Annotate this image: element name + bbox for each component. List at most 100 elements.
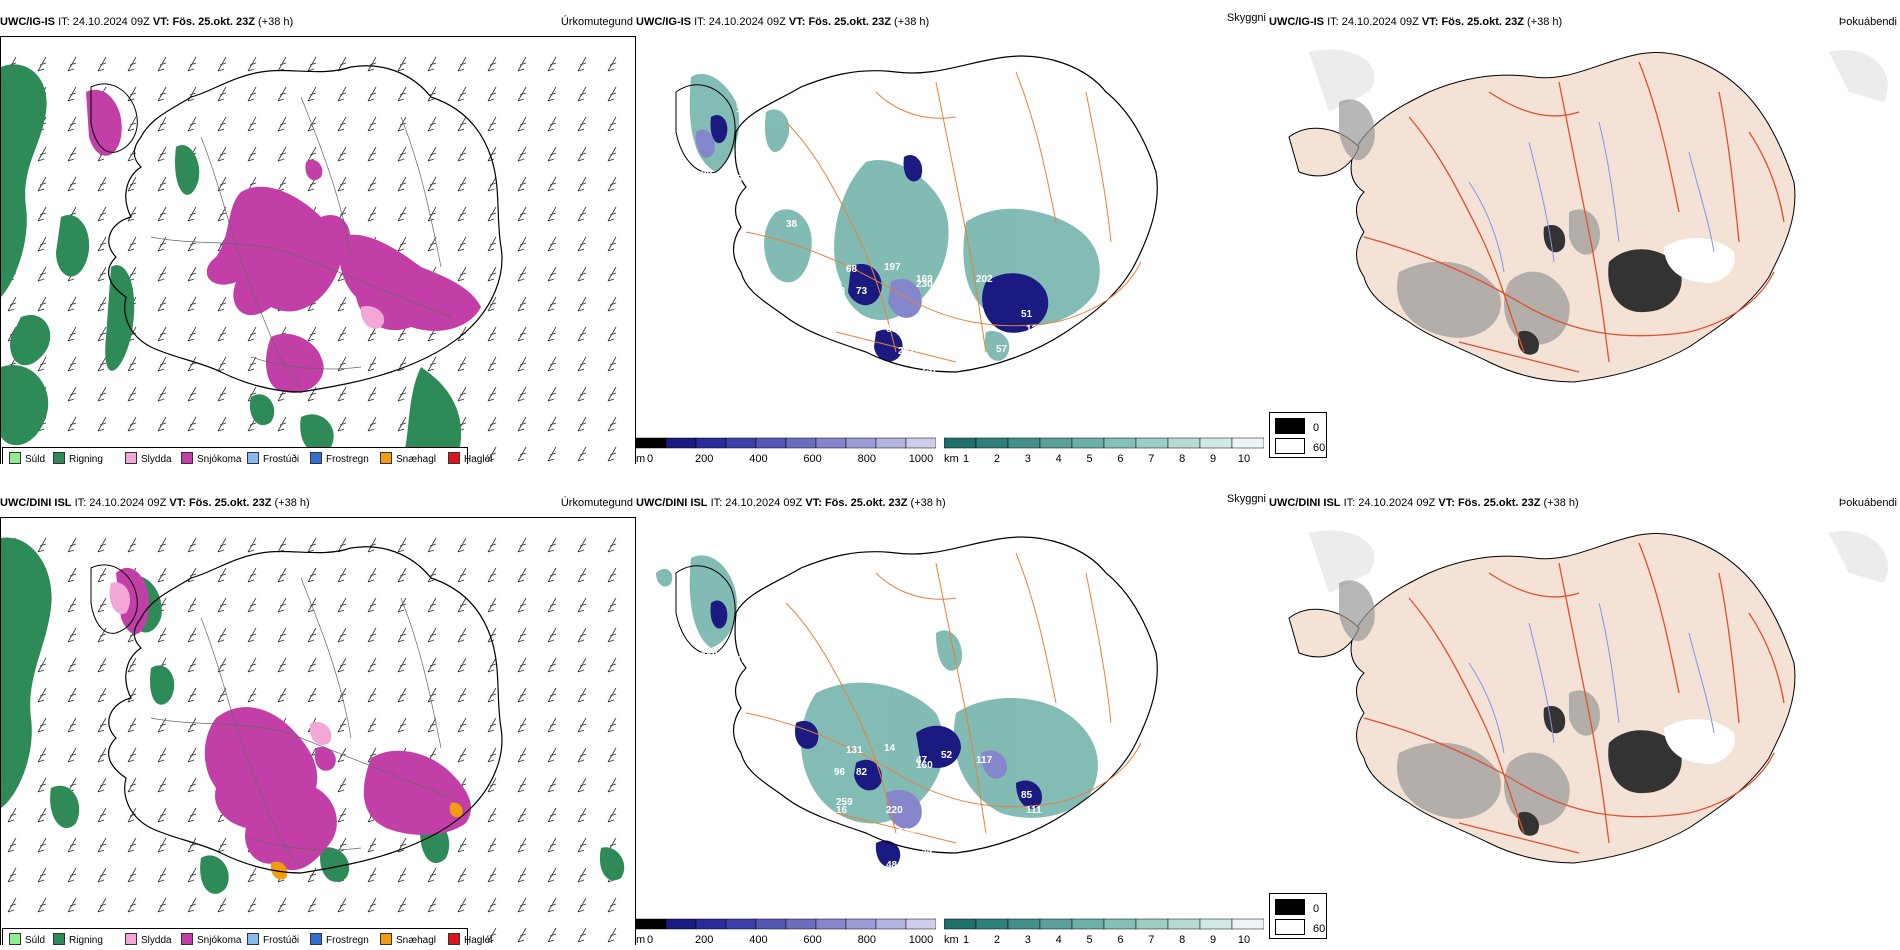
wind-barb-icon: [127, 416, 137, 432]
wind-barb-icon: [547, 176, 557, 192]
wind-barb-icon: [157, 777, 167, 793]
wind-barb-icon: [577, 747, 587, 763]
wind-barb-icon: [217, 597, 227, 613]
wind-barb-icon: [307, 657, 317, 673]
wind-barb-icon: [457, 597, 467, 613]
scale-color-cell: [815, 437, 847, 449]
wind-barb-icon: [607, 206, 617, 222]
fog-index-legend: 0 60: [1269, 893, 1327, 939]
wind-barb-icon: [97, 326, 107, 342]
wind-barb-icon: [487, 416, 497, 432]
wind-barb-icon: [67, 176, 77, 192]
wind-barb-icon: [367, 116, 377, 132]
wind-barb-icon: [187, 236, 197, 252]
visibility-value-label: 106: [781, 324, 798, 335]
precip-legend-label: Snjókoma: [197, 935, 242, 945]
wind-barb-icon: [187, 416, 197, 432]
scale-color-cell: [1071, 437, 1105, 449]
it-value: 24.10.2024 09Z: [1358, 497, 1436, 509]
visibility-value-label: 177: [966, 329, 983, 340]
wind-barb-icon: [577, 236, 587, 252]
scale-tick-label: 9: [1210, 934, 1217, 945]
wind-barb-icon: [67, 567, 77, 583]
wind-barb-icon: [427, 56, 437, 72]
wind-barb-icon: [427, 567, 437, 583]
wind-barb-icon: [277, 897, 287, 913]
precip-legend-label: Frostúði: [263, 935, 300, 945]
wind-barb-icon: [487, 326, 497, 342]
wind-barb-icon: [187, 597, 197, 613]
visibility-value-label: 53: [836, 316, 848, 327]
wind-barb-icon: [337, 897, 347, 913]
wind-barb-icon: [277, 597, 287, 613]
lead-time: (+38 h): [274, 497, 310, 509]
lead-time: (+38 h): [1543, 497, 1579, 509]
precip-legend-item: Snæhagl: [380, 452, 436, 464]
wind-barb-icon: [337, 386, 347, 402]
wind-barb-icon: [127, 56, 137, 72]
wind-barb-icon: [397, 657, 407, 673]
wind-barb-icon: [487, 116, 497, 132]
wind-barb-icon: [37, 266, 47, 282]
wind-barb-icon: [37, 777, 47, 793]
wind-barb-icon: [67, 146, 77, 162]
wind-barb-icon: [547, 386, 557, 402]
wind-barb-icon: [487, 567, 497, 583]
scale-tick-label: 2: [993, 934, 1000, 945]
wind-barb-icon: [577, 927, 587, 943]
wind-barb-icon: [607, 567, 617, 583]
visibility-value-label: 68: [886, 324, 898, 335]
scale-color-cell: [1103, 437, 1137, 449]
wind-barb-icon: [487, 807, 497, 823]
precip-legend-label: Rigning: [69, 454, 103, 464]
scale-tick-label: 4: [1055, 453, 1062, 464]
wind-barb-icon: [337, 86, 347, 102]
visibility-value-label: 96: [834, 767, 846, 778]
wind-barb-icon: [97, 537, 107, 553]
wind-barb-icon: [187, 747, 197, 763]
wind-barb-icon: [37, 657, 47, 673]
wind-barb-icon: [157, 537, 167, 553]
wind-barb-icon: [547, 86, 557, 102]
visibility-value-label: 52: [941, 750, 953, 761]
wind-barb-icon: [577, 717, 587, 733]
scale-tick-label: 200: [695, 934, 714, 945]
param-name: Skyggni: [1226, 493, 1266, 505]
precip-legend-item: Frostregn: [310, 933, 369, 945]
visibility-value-label: 68: [846, 264, 858, 275]
wind-barb-icon: [127, 837, 137, 853]
wind-barb-icon: [37, 146, 47, 162]
wind-barb-icon: [397, 627, 407, 643]
wind-barb-icon: [157, 56, 167, 72]
scale-color-cell: [944, 437, 977, 449]
wind-barb-icon: [247, 116, 257, 132]
wind-barb-icon: [97, 867, 107, 883]
precip-legend-swatch: [310, 933, 322, 945]
wind-barb-icon: [67, 717, 77, 733]
wind-barb-icon: [487, 747, 497, 763]
wind-barb-icon: [487, 537, 497, 553]
visibility-value-label: 47: [916, 755, 928, 766]
wind-barb-icon: [367, 386, 377, 402]
wind-barb-icon: [577, 627, 587, 643]
visibility-value-label: 197: [884, 262, 901, 273]
scale-color-cell: [1007, 437, 1041, 449]
wind-barb-icon: [307, 897, 317, 913]
wind-barb-icon: [217, 206, 227, 222]
wind-barb-icon: [457, 567, 467, 583]
wind-barb-icon: [157, 567, 167, 583]
wind-barb-icon: [127, 747, 137, 763]
wind-barb-icon: [277, 627, 287, 643]
wind-barb-icon: [517, 897, 527, 913]
wind-barb-icon: [457, 56, 467, 72]
fog-index-panel-top: UWC/IG-IS IT: 24.10.2024 09Z VT: Fös. 25…: [1269, 12, 1900, 464]
wind-barb-icon: [337, 657, 347, 673]
wind-barb-icon: [217, 897, 227, 913]
wind-barb-icon: [577, 777, 587, 793]
visibility-value-label: 48: [886, 860, 898, 871]
scale-tick-label: 1000: [908, 934, 934, 945]
wind-barb-icon: [577, 567, 587, 583]
wind-barb-icon: [157, 176, 167, 192]
scale-color-cell: [1039, 437, 1073, 449]
